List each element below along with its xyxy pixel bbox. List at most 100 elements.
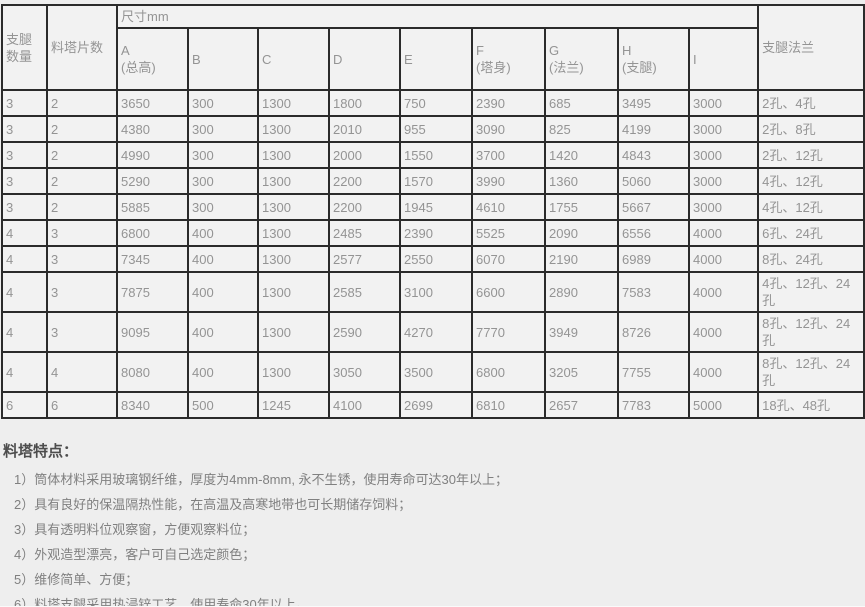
col-header-pieces: 料塔片数 [46,4,118,91]
table-cell: 4 [1,311,48,353]
table-cell: 1550 [399,141,473,169]
table-header-row-sub: A (总高) B C D E F (塔身) [2,27,864,91]
table-cell: 2190 [544,245,619,273]
table-cell: 685 [544,89,619,117]
table-cell: 3000 [687,141,760,169]
table-cell: 300 [187,193,259,221]
table-cell: 1300 [257,271,330,313]
table-cell: 4 [1,351,48,393]
table-cell: 4000 [687,245,760,273]
table-cell: 400 [187,219,259,247]
table-cell: 4000 [687,311,760,353]
table-row: 4 3 7345 400 1300 2577 2550 6070 2190 6989 4000 8孔、… [1,245,865,273]
table-cell: 1420 [544,141,619,169]
table-cell: 6800 [471,351,546,393]
table-row: 3 2 3650 300 1300 1800 750 2390 685 3495 3000 2孔、4孔 [1,89,865,117]
features-title: 料塔特点： [3,443,79,460]
table-cell: 400 [187,245,259,273]
table-cell: 955 [399,115,473,143]
table-cell: 300 [187,167,259,195]
table-cell: 2485 [328,219,401,247]
col-letter: I [693,51,697,67]
table-cell: 2200 [328,167,401,195]
col-note: (总高) [121,60,156,75]
col-header-e: E [399,27,473,91]
table-cell: 1360 [544,167,619,195]
table-row: 3 2 5885 300 1300 2200 1945 4610 1755 5667 3000 4孔、… [1,193,865,221]
table-cell: 3990 [471,167,546,195]
col-note: (塔身) [476,60,511,75]
features-section: 料塔特点： 1）筒体材料采用玻璃钢纤维，厚度为4mm-8mm, 永不生锈，使用寿… [3,440,865,607]
table-cell: 1300 [257,311,330,353]
table-cell: 1755 [544,193,619,221]
col-note: (法兰) [549,60,584,75]
table-cell: 3 [46,311,118,353]
table-cell: 2090 [544,219,619,247]
col-letter: A [121,43,130,58]
table-cell: 825 [544,115,619,143]
table-cell: 6孔、24孔 [757,219,865,247]
feature-item: 3）具有透明料位观察窗，方便观察料位； [14,522,256,537]
table-cell: 3 [46,271,118,313]
table-cell: 4843 [617,141,690,169]
feature-item: 6）料塔支腿采用热浸锌工艺，使用寿命30年以上。 [14,597,309,607]
table-cell: 6800 [116,219,189,247]
col-letter: E [404,51,413,67]
table-cell: 2 [46,193,118,221]
spec-table-body: 3 2 3650 300 1300 1800 750 2390 685 3495 3000 2孔、4孔… [1,89,865,419]
table-cell: 8孔、12孔、24孔 [757,311,865,353]
table-cell: 1945 [399,193,473,221]
table-cell: 3 [1,89,48,117]
table-cell: 3 [1,167,48,195]
table-cell: 5060 [617,167,690,195]
feature-item: 4）外观造型漂亮，客户可自己选定颜色； [14,547,256,562]
col-header-legs: 支腿数量 [1,4,48,91]
col-header-d: D [328,27,401,91]
col-note: (支腿) [622,60,657,75]
table-cell: 500 [187,391,259,419]
table-cell: 3050 [328,351,401,393]
table-cell: 1300 [257,351,330,393]
col-header-f: F (塔身) [471,27,546,91]
col-header-i: I [687,27,760,91]
table-row: 4 4 8080 400 1300 3050 3500 6800 3205 7755 4000 8孔、… [1,351,865,393]
col-header-h: H (支腿) [617,27,690,91]
table-cell: 4 [1,245,48,273]
table-cell: 1300 [257,245,330,273]
table-cell: 2590 [328,311,401,353]
table-cell: 3090 [471,115,546,143]
table-cell: 3 [1,193,48,221]
table-cell: 4270 [399,311,473,353]
table-cell: 4 [46,351,118,393]
table-cell: 3650 [116,89,189,117]
table-cell: 5000 [687,391,760,419]
table-row: 4 3 9095 400 1300 2590 4270 7770 3949 8726 4000 8孔、… [1,311,865,353]
table-cell: 2890 [544,271,619,313]
table-cell: 8孔、12孔、24孔 [757,351,865,393]
table-cell: 2550 [399,245,473,273]
col-header-flange: 支腿法兰 [757,4,865,91]
col-letter: F [476,43,484,58]
spec-table: 支腿数量 料塔片数 尺寸mm 支腿法兰 A (总高) B C D E [1,4,865,419]
table-row: 6 6 8340 500 1245 4100 2699 6810 2657 7783 5000 18孔… [1,391,865,419]
table-cell: 1300 [257,89,330,117]
table-cell: 2孔、4孔 [757,89,865,117]
table-cell: 750 [399,89,473,117]
table-cell: 3949 [544,311,619,353]
table-cell: 400 [187,271,259,313]
table-cell: 3495 [617,89,690,117]
table-cell: 8080 [116,351,189,393]
table-row: 3 2 5290 300 1300 2200 1570 3990 1360 5060 3000 4孔、… [1,167,865,195]
table-cell: 1300 [257,193,330,221]
table-cell: 1300 [257,141,330,169]
table-cell: 2657 [544,391,619,419]
table-cell: 3 [1,115,48,143]
table-cell: 3100 [399,271,473,313]
feature-item: 1）筒体材料采用玻璃钢纤维，厚度为4mm-8mm, 永不生锈，使用寿命可达30年… [14,472,509,487]
table-cell: 4610 [471,193,546,221]
table-cell: 1570 [399,167,473,195]
table-row: 4 3 6800 400 1300 2485 2390 5525 2090 6556 4000 6孔、… [1,219,865,247]
table-cell: 6070 [471,245,546,273]
table-cell: 6 [46,391,118,419]
table-row: 3 2 4380 300 1300 2010 955 3090 825 4199 3000 2孔、8孔 [1,115,865,143]
